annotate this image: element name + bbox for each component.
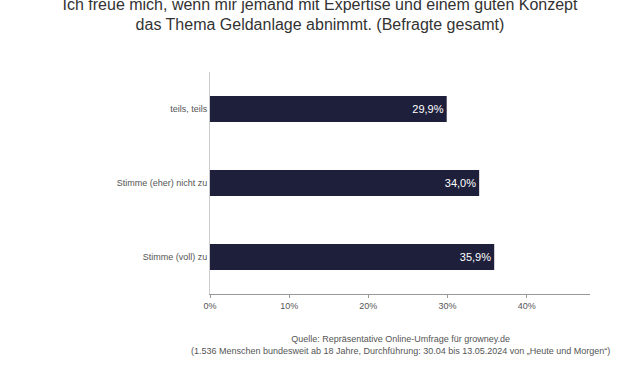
svg-text:30%: 30% xyxy=(438,301,456,311)
svg-text:Stimme (voll) zu: Stimme (voll) zu xyxy=(143,252,208,262)
svg-text:Stimme (eher) nicht zu: Stimme (eher) nicht zu xyxy=(117,178,208,188)
svg-text:Ich freue mich, wenn mir jeman: Ich freue mich, wenn mir jemand mit Expe… xyxy=(63,0,578,33)
svg-text:10%: 10% xyxy=(280,301,298,311)
svg-text:0%: 0% xyxy=(203,301,216,311)
svg-text:Quelle: Repräsentative Online-: Quelle: Repräsentative Online-Umfrage fü… xyxy=(191,334,610,356)
svg-text:teils, teils: teils, teils xyxy=(170,104,208,114)
svg-text:34,0%: 34,0% xyxy=(445,177,476,189)
svg-text:20%: 20% xyxy=(359,301,377,311)
svg-text:40%: 40% xyxy=(518,301,536,311)
svg-text:29,9%: 29,9% xyxy=(412,103,443,115)
svg-text:35,9%: 35,9% xyxy=(460,251,491,263)
